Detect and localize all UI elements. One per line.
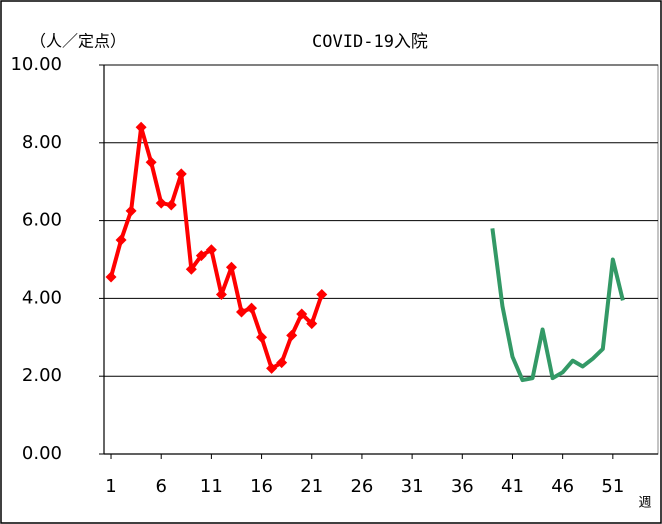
y-tick-label: 10.00: [10, 54, 62, 75]
y-tick-label: 8.00: [22, 132, 62, 153]
point-marker: [246, 302, 258, 314]
point-marker: [195, 250, 207, 262]
x-tick-label: 31: [401, 476, 424, 497]
point-marker: [165, 199, 177, 211]
point-marker: [276, 357, 288, 369]
point-marker: [286, 329, 298, 341]
x-tick-label: 11: [200, 476, 223, 497]
y-tick-label: 0.00: [22, 443, 62, 464]
point-marker: [235, 306, 247, 318]
x-tick-label: 16: [250, 476, 273, 497]
x-tick-label: 6: [155, 476, 166, 497]
point-marker: [145, 156, 157, 168]
y-tick-label: 6.00: [22, 210, 62, 231]
point-marker: [175, 168, 187, 180]
x-tick-label: 26: [350, 476, 373, 497]
x-tick-label: 41: [501, 476, 524, 497]
chart-title: COVID-19入院: [312, 32, 428, 52]
x-tick-label: 1: [105, 476, 116, 497]
series-line: [490, 228, 625, 383]
point-marker: [266, 362, 278, 374]
point-marker: [296, 308, 308, 320]
point-marker: [215, 289, 227, 301]
point-marker: [256, 331, 268, 343]
y-axis-label: （人／定点）: [30, 32, 126, 51]
x-tick-label: 46: [551, 476, 574, 497]
point-marker: [205, 244, 217, 256]
x-tick-label: 36: [451, 476, 474, 497]
point-marker: [316, 289, 328, 301]
x-tick-label: 51: [601, 476, 624, 497]
point-marker: [225, 261, 237, 273]
point-marker: [135, 121, 147, 133]
series-line: [109, 125, 324, 371]
x-axis-label: 週: [638, 496, 651, 511]
point-marker: [185, 263, 197, 275]
point-marker: [125, 205, 137, 217]
point-marker: [155, 197, 167, 209]
point-marker: [306, 318, 318, 330]
point-marker: [115, 234, 127, 246]
y-tick-label: 4.00: [22, 287, 62, 308]
y-tick-label: 2.00: [22, 365, 62, 386]
x-tick-label: 21: [300, 476, 323, 497]
point-marker: [105, 271, 117, 283]
